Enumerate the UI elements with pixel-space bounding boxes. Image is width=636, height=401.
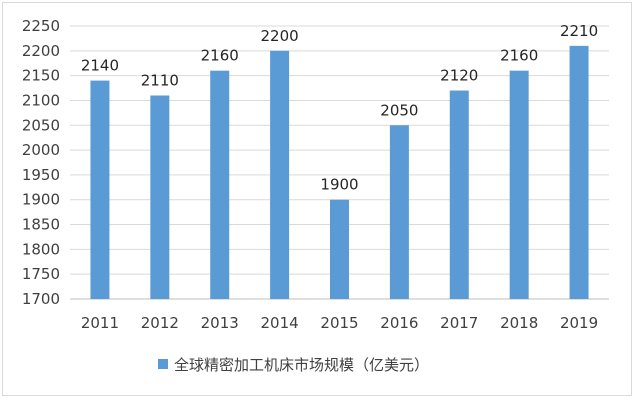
x-axis-ticks: 2011 2012 2013 2014 2015 2016 2017 2018 2019: [81, 314, 598, 332]
y-tick-label: 2000: [22, 141, 60, 159]
x-tick-label-2017: 2017: [440, 314, 478, 332]
bar-2015: [330, 199, 349, 299]
bar-2016: [389, 125, 409, 299]
data-label-2013: 2160: [201, 47, 239, 65]
data-labels: 2140 2110 2160 2200 1900 2050 2120 2160 2210: [81, 22, 598, 194]
data-label-2012: 2110: [141, 71, 179, 89]
data-label-2011: 2140: [81, 57, 119, 75]
x-tick-label-2016: 2016: [380, 314, 418, 332]
legend-label: 全球精密加工机床市场规模（亿美元）: [174, 356, 429, 374]
y-tick-label: 2250: [22, 17, 60, 35]
bar-2014: [270, 50, 290, 300]
bar-2011: [90, 80, 110, 299]
y-tick-label: 1750: [22, 265, 60, 283]
data-label-2016: 2050: [380, 101, 418, 119]
bars: [90, 45, 589, 300]
x-tick-label-2015: 2015: [320, 314, 358, 332]
legend: 全球精密加工机床市场规模（亿美元）: [158, 356, 429, 374]
y-tick-label: 1800: [22, 240, 60, 258]
y-tick-label: 1700: [22, 290, 60, 308]
x-tick-label-2018: 2018: [500, 314, 538, 332]
x-tick-label-2014: 2014: [261, 314, 299, 332]
data-label-2019: 2210: [560, 22, 598, 40]
y-tick-label: 1950: [22, 166, 60, 184]
y-tick-label: 2150: [22, 67, 60, 85]
y-tick-label: 1900: [22, 191, 60, 209]
data-label-2015: 1900: [320, 176, 358, 194]
bar-2018: [509, 70, 529, 299]
bar-2017: [449, 90, 469, 299]
y-tick-label: 2100: [22, 91, 60, 109]
y-axis-ticks: 1700 1750 1800 1850 1900 1950 2000 2050 2100 2150…: [22, 17, 60, 308]
x-tick-label-2011: 2011: [81, 314, 119, 332]
x-tick-label-2012: 2012: [141, 314, 179, 332]
bar-2012: [150, 95, 170, 299]
y-tick-label: 2050: [22, 116, 60, 134]
bar-2019: [569, 45, 589, 299]
data-label-2014: 2200: [261, 27, 299, 45]
legend-swatch: [158, 359, 168, 369]
x-tick-label-2019: 2019: [560, 314, 598, 332]
x-tick-label-2013: 2013: [201, 314, 239, 332]
y-tick-label: 2200: [22, 42, 60, 60]
y-tick-label: 1850: [22, 216, 60, 234]
bar-2013: [210, 70, 230, 299]
data-label-2018: 2160: [500, 47, 538, 65]
data-label-2017: 2120: [440, 67, 478, 85]
